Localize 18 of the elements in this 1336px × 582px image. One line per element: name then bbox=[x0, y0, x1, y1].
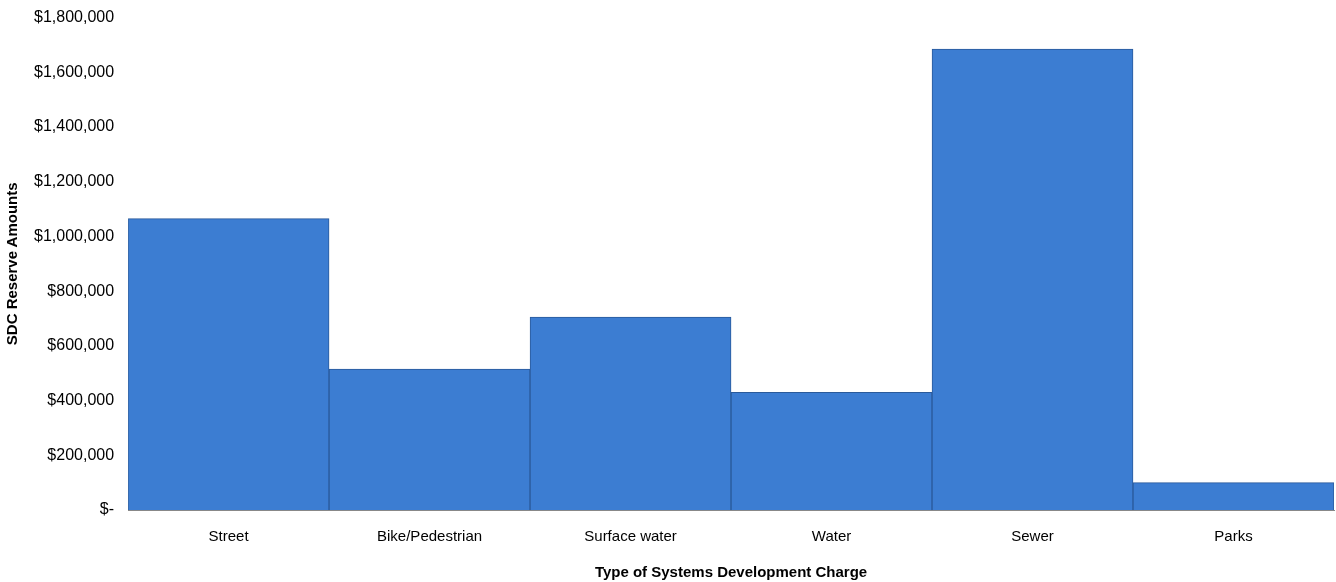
y-tick-label: $1,600,000 bbox=[34, 62, 115, 80]
y-tick-label: $1,800,000 bbox=[34, 8, 115, 26]
y-tick-label: $400,000 bbox=[47, 390, 115, 408]
y-axis-title: SDC Reserve Amounts bbox=[3, 182, 21, 346]
x-tick-label: Bike/Pedestrian bbox=[377, 527, 483, 545]
y-tick-label: $600,000 bbox=[47, 336, 115, 354]
x-tick-label: Parks bbox=[1214, 527, 1253, 545]
y-tick-label: $200,000 bbox=[47, 445, 115, 463]
x-tick-label: Surface water bbox=[584, 527, 677, 545]
x-tick-label: Water bbox=[811, 527, 852, 545]
y-tick-label: $- bbox=[99, 500, 115, 518]
y-tick-label: $1,400,000 bbox=[34, 117, 115, 135]
y-tick-label: $1,200,000 bbox=[34, 172, 115, 190]
y-tick-label: $800,000 bbox=[47, 281, 115, 299]
x-tick-label: Sewer bbox=[1011, 527, 1054, 545]
x-tick-label: Street bbox=[208, 527, 250, 545]
x-axis-title: Type of Systems Development Charge bbox=[594, 563, 868, 581]
y-tick-label: $1,000,000 bbox=[34, 226, 115, 244]
